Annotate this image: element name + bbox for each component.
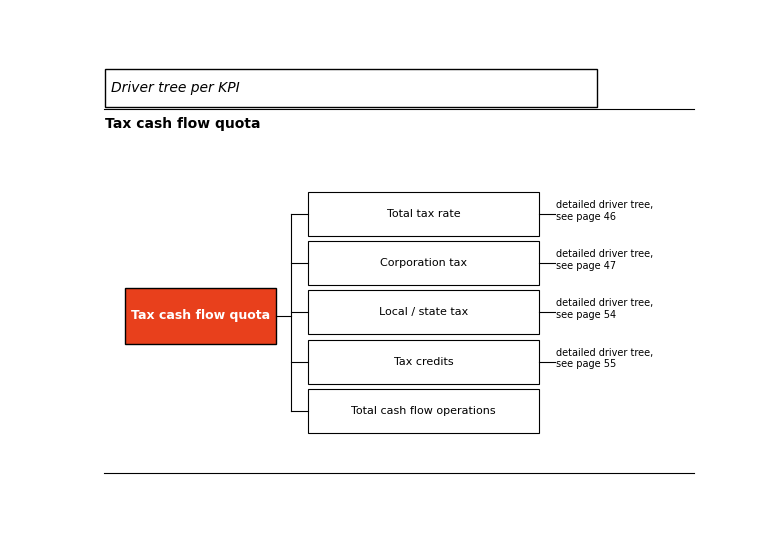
- Text: Tax cash flow quota: Tax cash flow quota: [105, 117, 261, 131]
- Text: detailed driver tree,
see page 47: detailed driver tree, see page 47: [556, 249, 654, 271]
- FancyBboxPatch shape: [125, 288, 276, 343]
- FancyBboxPatch shape: [308, 389, 539, 433]
- Text: Local / state tax: Local / state tax: [379, 307, 469, 318]
- FancyBboxPatch shape: [308, 192, 539, 236]
- Text: Tax credits: Tax credits: [394, 356, 454, 367]
- FancyBboxPatch shape: [308, 241, 539, 285]
- FancyBboxPatch shape: [308, 291, 539, 334]
- Text: Driver tree per KPI: Driver tree per KPI: [112, 81, 240, 95]
- Text: detailed driver tree,
see page 54: detailed driver tree, see page 54: [556, 299, 654, 320]
- Text: detailed driver tree,
see page 46: detailed driver tree, see page 46: [556, 200, 654, 221]
- Text: Total tax rate: Total tax rate: [387, 209, 460, 219]
- Text: Total cash flow operations: Total cash flow operations: [352, 406, 496, 416]
- Text: detailed driver tree,
see page 55: detailed driver tree, see page 55: [556, 348, 654, 369]
- Text: Corporation tax: Corporation tax: [380, 258, 467, 268]
- FancyBboxPatch shape: [105, 69, 597, 107]
- Text: Tax cash flow quota: Tax cash flow quota: [130, 309, 270, 322]
- FancyBboxPatch shape: [308, 340, 539, 383]
